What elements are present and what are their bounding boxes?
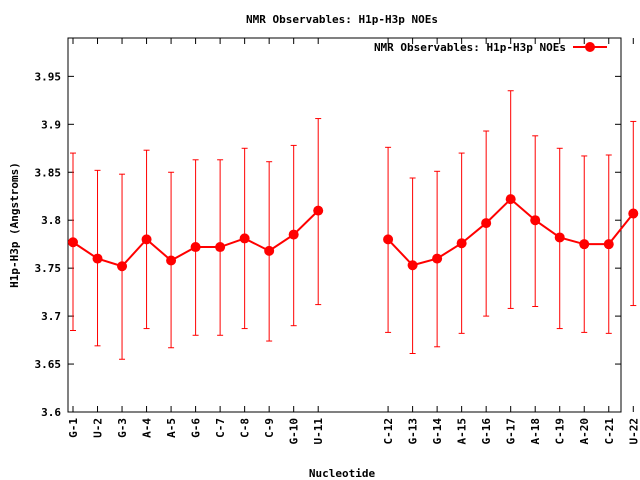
data-point	[432, 253, 443, 264]
data-point	[239, 233, 250, 244]
y-tick-label: 3.75	[35, 262, 62, 275]
plot-frame	[67, 37, 622, 413]
x-tick-label: A-4	[141, 418, 154, 438]
data-point	[407, 260, 418, 271]
x-tick-label: C-21	[603, 418, 616, 445]
x-tick-label: U-22	[627, 418, 640, 445]
x-tick-label: C-9	[263, 418, 276, 438]
legend: NMR Observables: H1p-H3p NOEs	[374, 41, 607, 54]
x-tick-label: A-5	[165, 418, 178, 438]
legend-label: NMR Observables: H1p-H3p NOEs	[374, 41, 566, 54]
x-tick-label: A-15	[456, 418, 469, 445]
x-tick-label: C-7	[214, 418, 227, 438]
x-tick-label: A-18	[529, 418, 542, 445]
legend-marker	[585, 42, 595, 52]
x-tick-label: G-16	[480, 418, 493, 445]
data-point	[579, 239, 590, 250]
data-point	[313, 205, 324, 216]
y-tick-label: 3.8	[41, 214, 61, 227]
y-tick-label: 3.85	[35, 166, 62, 179]
data-point	[68, 237, 78, 248]
data-point	[92, 253, 103, 264]
error-bars	[70, 90, 637, 360]
x-tick-label: G-13	[407, 418, 420, 445]
x-tick-label: C-12	[382, 418, 395, 445]
x-tick-label: G-1	[67, 418, 80, 438]
x-tick-label: C-8	[239, 418, 252, 438]
y-axis-label: H1p-H3p (Angstroms)	[8, 162, 21, 288]
x-tick-label: G-6	[190, 418, 203, 438]
x-axis: G-1 U-2 G-3 A-4 A-5 G-6 C-7 C-8 C-9 G-10 U-11 C-12 G…	[67, 38, 640, 445]
x-tick-label: G-17	[505, 418, 518, 445]
data-point	[383, 234, 394, 245]
data-point	[141, 234, 152, 245]
y-tick-label: 3.9	[41, 118, 61, 131]
data-point	[264, 245, 275, 256]
data-point	[456, 238, 467, 249]
data-point	[628, 208, 639, 219]
data-point	[505, 194, 516, 205]
data-point	[190, 242, 201, 253]
x-tick-label: G-3	[116, 418, 129, 438]
chart-title: NMR Observables: H1p-H3p NOEs	[246, 13, 438, 26]
data-point	[481, 218, 492, 229]
data-point	[530, 215, 541, 226]
data-point	[554, 232, 565, 243]
x-tick-label: C-19	[554, 418, 567, 445]
x-tick-label: A-20	[578, 418, 591, 445]
data-point	[215, 242, 226, 253]
y-axis: 3.6 3.65 3.7 3.75 3.8 3.85 3.9 3.95	[35, 70, 621, 419]
x-axis-label: Nucleotide	[309, 467, 376, 480]
data-point	[166, 255, 177, 266]
data-point	[117, 261, 128, 272]
series-lines	[72, 197, 635, 268]
x-tick-label: U-2	[92, 418, 105, 438]
data-point	[288, 229, 299, 240]
y-tick-label: 3.7	[41, 310, 61, 323]
y-tick-label: 3.95	[35, 70, 62, 83]
y-tick-label: 3.65	[35, 358, 62, 371]
x-tick-label: G-14	[431, 418, 444, 445]
x-tick-label: U-11	[312, 418, 325, 445]
y-tick-label: 3.6	[41, 406, 61, 419]
data-point	[603, 239, 614, 250]
x-tick-label: G-10	[288, 418, 301, 445]
data-points	[68, 194, 639, 272]
